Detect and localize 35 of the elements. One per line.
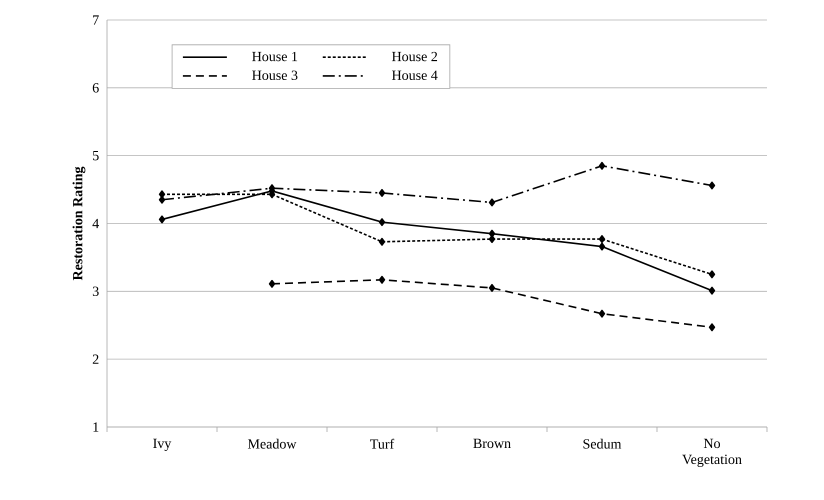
y-tick-label: 5 [93, 151, 99, 160]
x-tick-label: Meadow [248, 438, 296, 449]
legend-label: House 1 [252, 52, 298, 62]
point [708, 270, 716, 278]
point [708, 286, 716, 295]
point [598, 310, 606, 318]
point [708, 182, 716, 190]
legend-label: House 2 [392, 52, 438, 62]
y-tick-label: 4 [92, 218, 99, 228]
y-tick-label: 2 [92, 354, 98, 364]
point [378, 238, 386, 246]
point [488, 284, 496, 292]
x-tick-label: Ivy [153, 438, 172, 451]
point [708, 323, 716, 332]
point [488, 198, 496, 206]
point [598, 242, 606, 251]
point [158, 215, 166, 224]
y-tick-label: 6 [92, 83, 99, 93]
legend-label: House 4 [392, 70, 438, 80]
y-tick-label: 1 [93, 422, 98, 432]
point [598, 235, 606, 244]
point [378, 276, 386, 284]
point [378, 188, 386, 197]
x-tick-label: Brown [473, 438, 511, 448]
x-tick-label: No Vegetation [682, 438, 742, 467]
y-tick-label: 7 [93, 15, 99, 25]
y-axis-title: Restoration Rating [72, 166, 86, 280]
point [378, 218, 386, 226]
point [268, 280, 276, 288]
legend-label: House 3 [252, 70, 298, 80]
x-tick-label: Turf [370, 438, 394, 449]
x-tick-label: Sedum [583, 438, 622, 449]
y-tick-label: 3 [92, 286, 99, 296]
point [598, 162, 606, 170]
point [488, 235, 496, 244]
